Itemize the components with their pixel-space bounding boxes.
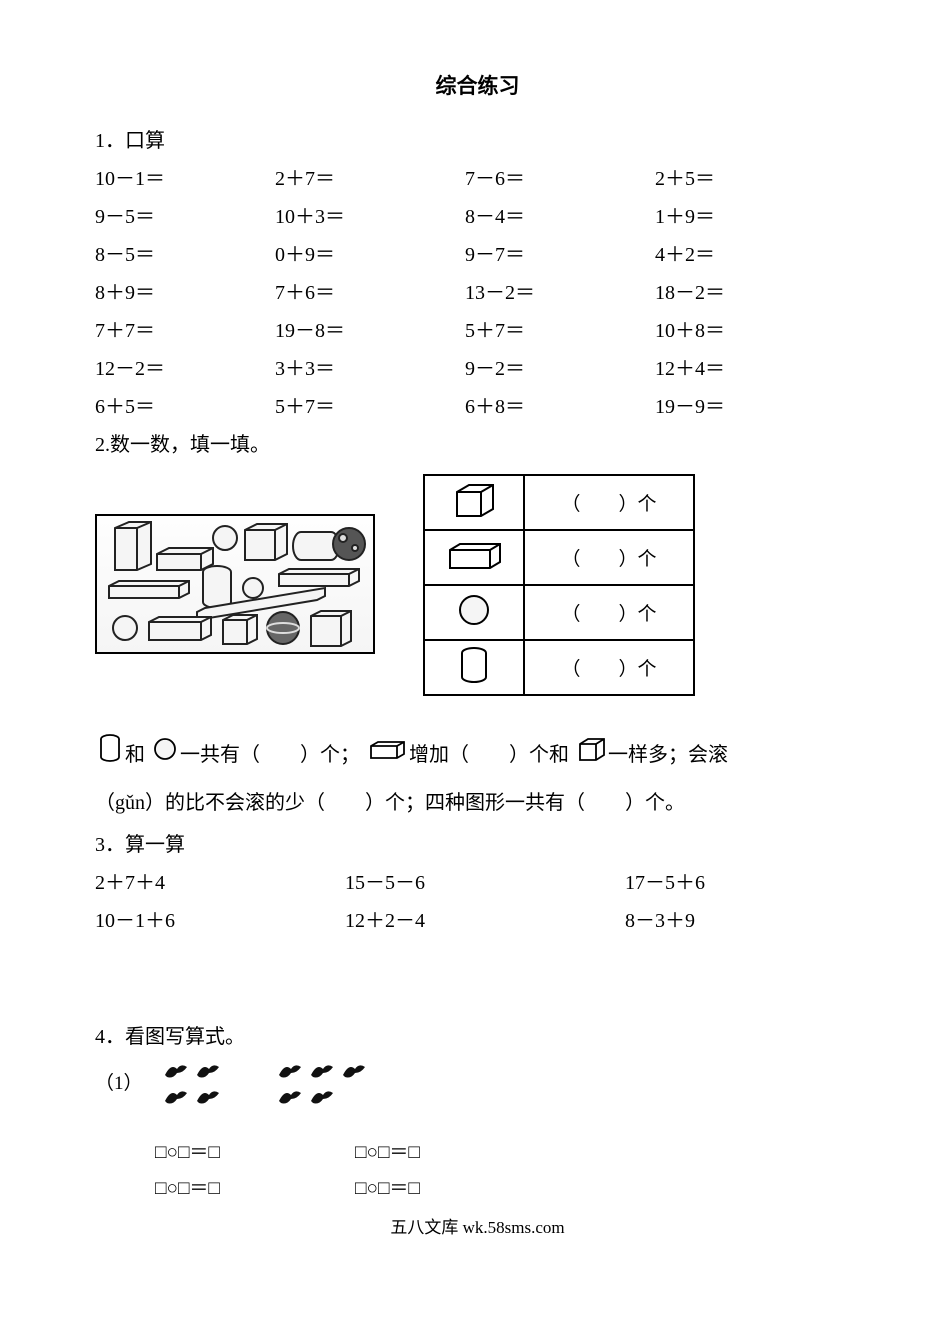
q1-cell: 1＋9＝ [655,198,845,236]
q2-text-c: 增加（ ）个和 [409,744,569,766]
q1-cell: 5＋7＝ [275,388,465,426]
q4-heading: 4．看图写算式。 [95,1020,860,1049]
q2-text-d: 一样多；会滚 [608,744,728,766]
shapes-collection-box [95,514,375,654]
q1-cell: 3＋3＝ [275,350,465,388]
count-blank: （ ）个 [524,475,694,530]
count-blank: （ ）个 [524,585,694,640]
bird-group-left [161,1057,221,1107]
q1-cell: 2＋5＝ [655,160,845,198]
table-row: （ ）个 [424,475,694,530]
q1-cell: 9－5＝ [95,198,275,236]
q1-cell: 10＋8＝ [655,312,845,350]
bird-icon [339,1057,367,1081]
q1-cell: 19－8＝ [275,312,465,350]
q3-heading: 3．算一算 [95,826,860,864]
cuboid-icon [444,538,504,572]
cube-icon [576,733,606,779]
q1-cell: 10＋3＝ [275,198,465,236]
q1-cell: 8－5＝ [95,236,275,274]
q1-cell: 10－1＝ [95,160,275,198]
q3-cell: 2＋7＋4 [95,864,345,902]
q3-cell: 10－1＋6 [95,902,345,940]
cylinder-icon [454,643,494,687]
q3-cell: 8－3＋9 [625,902,825,940]
bird-icon [307,1083,335,1107]
cube-icon-cell [424,475,524,530]
q1-cell: 8－4＝ [465,198,655,236]
q3-cell: 17－5＋6 [625,864,825,902]
q1-cell: 12＋4＝ [655,350,845,388]
q2-text-a: 和 [125,744,145,766]
page-footer: 五八文库 wk.58sms.com [95,1213,860,1238]
equation-blank: □○□＝□ [155,1135,355,1171]
bird-icon [161,1057,189,1081]
q4-sub1: （1） [95,1057,860,1107]
q1-cell: 7－6＝ [465,160,655,198]
q1-cell: 6＋5＝ [95,388,275,426]
page-title: 综合练习 [95,70,860,100]
cuboid-icon-cell [424,530,524,585]
q1-cell: 5＋7＝ [465,312,655,350]
q1-cell: 18－2＝ [655,274,845,312]
q4-equation-grid: □○□＝□ □○□＝□ □○□＝□ □○□＝□ [155,1135,860,1207]
bird-icon [193,1057,221,1081]
equation-blank: □○□＝□ [355,1135,555,1171]
cylinder-icon-cell [424,640,524,695]
q2-text-e: （gǔn）的比不会滚的少（ ）个；四种图形一共有（ ）个。 [95,792,685,814]
q3-cell: 15－5－6 [345,864,625,902]
q1-heading: 1．口算 [95,122,860,160]
q1-cell: 12－2＝ [95,350,275,388]
q2-text-b: 一共有（ ）个； [180,744,360,766]
q2-heading: 2.数一数，填一填。 [95,426,860,464]
sphere-icon-cell [424,585,524,640]
table-row: （ ）个 [424,585,694,640]
count-blank: （ ）个 [524,640,694,695]
q3-cell: 12＋2－4 [345,902,625,940]
shapes-collection-icon [97,516,373,652]
q2-figure-row: （ ）个 （ ）个 （ ）个 （ ）个 [95,474,860,696]
equation-blank: □○□＝□ [355,1171,555,1207]
q1-cell: 2＋7＝ [275,160,465,198]
bird-icon [307,1057,335,1081]
bird-icon [275,1057,303,1081]
table-row: （ ）个 [424,530,694,585]
q2-sentence: 和 一共有（ ）个； 增加（ ）个和 一样多；会滚 （gǔn）的比不会滚的少（ … [95,732,860,826]
sphere-icon [152,733,178,779]
q1-cell: 7＋7＝ [95,312,275,350]
q1-grid: 10－1＝ 2＋7＝ 7－6＝ 2＋5＝ 9－5＝ 10＋3＝ 8－4＝ 1＋9… [95,160,860,426]
q3-grid: 2＋7＋4 15－5－6 17－5＋6 10－1＋6 12＋2－4 8－3＋9 [95,864,860,940]
cube-icon [451,480,497,520]
q1-cell: 0＋9＝ [275,236,465,274]
count-blank: （ ）个 [524,530,694,585]
q1-cell: 8＋9＝ [95,274,275,312]
q1-cell: 13－2＝ [465,274,655,312]
shape-count-table: （ ）个 （ ）个 （ ）个 （ ）个 [423,474,695,696]
q1-cell: 19－9＝ [655,388,845,426]
bird-group-right [275,1057,367,1107]
cylinder-icon [97,733,123,780]
equation-blank: □○□＝□ [155,1171,355,1207]
q1-cell: 9－7＝ [465,236,655,274]
bird-icon [161,1083,189,1107]
q1-cell: 9－2＝ [465,350,655,388]
q1-cell: 6＋8＝ [465,388,655,426]
table-row: （ ）个 [424,640,694,695]
cuboid-icon [367,733,407,779]
q4-subnum: （1） [95,1068,143,1095]
q1-cell: 4＋2＝ [655,236,845,274]
bird-icon [193,1083,221,1107]
bird-icon [275,1083,303,1107]
sphere-icon [454,590,494,630]
q1-cell: 7＋6＝ [275,274,465,312]
